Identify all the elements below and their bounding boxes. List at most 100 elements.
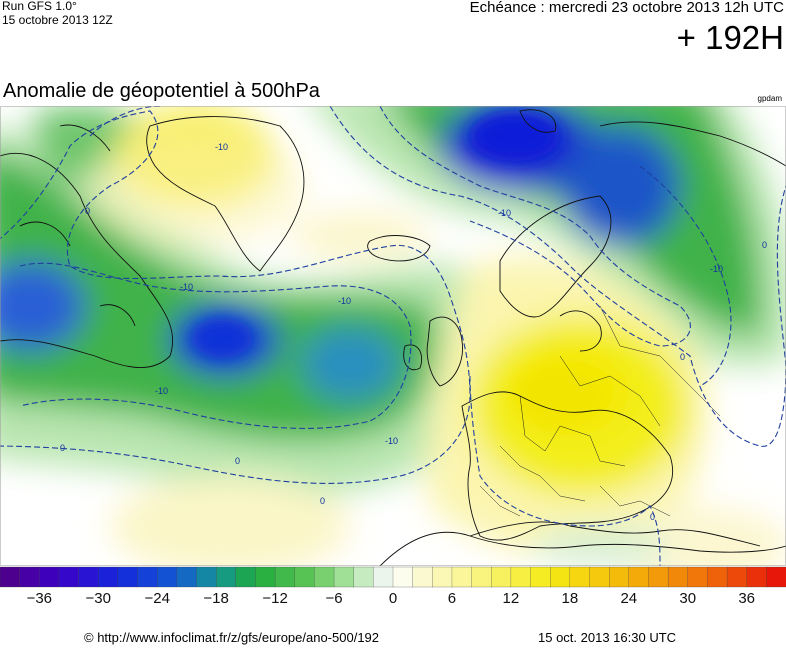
ireland-coast [403,344,423,371]
colorbar-swatch [19,566,40,588]
colorbar-swatch [255,566,276,588]
colorbar-swatch [432,566,453,588]
colorbar-swatch [609,566,630,588]
contour-label: -10 [180,282,193,292]
colorbar-tick-label: 0 [388,590,398,607]
africa-coast [379,531,786,566]
generated-timestamp: 15 oct. 2013 16:30 UTC [538,630,677,645]
ridge-atlantic-pale [110,476,350,566]
ridge-iceland-pale [290,211,430,261]
colorbar-swatch [314,566,335,588]
coastlines [0,109,786,566]
mediterranean-coast [469,521,761,547]
run-date: 15 octobre 2013 12Z [2,13,113,27]
colorbar-ticks: −36 −30 −24 −18 −12 −6 0 6 12 18 24 30 36 [0,590,786,612]
colorbar-swatch [353,566,374,588]
map-title: Anomalie de géopotentiel à 500hPa [3,80,320,102]
contour-label: -10 [385,436,398,446]
colorbar-swatch [471,566,492,588]
colorbar-swatch [648,566,669,588]
colorbar-swatch [726,566,748,588]
contour-ten-east [639,165,732,387]
britain-coast [426,316,463,387]
colorbar-swatch [510,566,531,588]
ridge-greenland-pale [85,126,305,246]
scandinavia-coast [499,195,612,318]
colorbar-swatch [412,566,433,588]
forecast-valid-time: Echéance : mercredi 23 octobre 2013 12h … [469,0,784,16]
colorbar-swatch [176,566,197,588]
colorbar-swatch [687,566,708,588]
siberia-coast [599,121,786,167]
contour-label: -10 [710,264,723,274]
anomaly-map: -10 0 -10 -10 -10 -10 0 -10 0 -10 0 0 0 … [0,106,786,566]
colorbar-swatch [589,566,610,588]
colorbar-swatch [667,566,689,588]
colorbar-swatch [274,566,296,588]
contour-labels: -10 0 -10 -10 -10 -10 0 -10 0 -10 0 0 0 … [60,142,767,522]
colorbar-swatch [78,566,99,588]
contour-label: 0 [320,496,325,506]
colorbar-tick-label: −6 [325,590,343,607]
contour-label: 0 [650,512,655,522]
colorbar-swatch [294,566,315,588]
colorbar-tick-label: −24 [144,590,170,607]
greenland-coast [146,116,305,272]
colorbar-swatch [39,566,60,588]
trough-north-inner [470,111,560,161]
colorbar-tick-label: 12 [502,590,520,607]
contour-ten-atlantic [19,262,412,429]
svalbard-coast [519,109,557,133]
anomaly-field [0,106,786,566]
colorbar-swatch [98,566,119,588]
colorbar-swatch [569,566,590,588]
colorbar-swatch [628,566,649,588]
colorbar-swatch [373,566,394,588]
negative-north-africa [530,526,670,566]
source-url[interactable]: © http://www.infoclimat.fr/z/gfs/europe/… [84,630,380,645]
colorbar-swatch [235,566,256,588]
contour-zero-south [469,375,661,566]
lead-time: + 192H [676,19,784,56]
colorbar-swatch [530,566,551,588]
colorbar-tick-label: 18 [561,590,579,607]
contour-label: 0 [85,206,90,216]
contour-zero-west [0,110,471,484]
ridge-europe-inner [515,366,605,426]
contour-ten-greenland [89,106,161,137]
colorbar-swatch [451,566,473,588]
baltic-coast [559,310,602,352]
contour-label: 0 [680,352,685,362]
colorbar-swatch [333,566,355,588]
contour-label: -10 [338,296,351,306]
colorbar [0,566,786,588]
colorbar-swatch [58,566,80,588]
colorbar-tick-label: −30 [85,590,111,607]
trough-core-east [300,326,400,402]
colorbar-tick-label: 30 [679,590,697,607]
contour-label: -10 [498,208,511,218]
colorbar-swatch [392,566,414,588]
europe-coast [461,391,674,541]
anomaly-detail [192,111,605,426]
colorbar-swatch [0,566,21,588]
colorbar-swatch [707,566,728,588]
colorbar-tick-label: 36 [738,590,756,607]
contour-label: 0 [235,456,240,466]
unit-label: gpdam [757,94,782,103]
colorbar-tick-label: −18 [203,590,229,607]
contour-ten-north [379,106,691,347]
trough-core-scandinavia [560,126,680,246]
trough-core-west [0,261,85,351]
colorbar-swatch [196,566,217,588]
colorbar-swatch [746,566,767,588]
colorbar-tick-label: −12 [262,590,288,607]
colorbar-tick-label: 6 [447,590,457,607]
contour-label: -10 [155,386,168,396]
canada-coast [0,152,174,368]
contour-label: 0 [60,443,65,453]
colorbar-tick-label: −36 [26,590,53,607]
colorbar-tick-label: 24 [620,590,638,607]
colorbar-swatch [550,566,571,588]
colorbar-swatch [157,566,178,588]
